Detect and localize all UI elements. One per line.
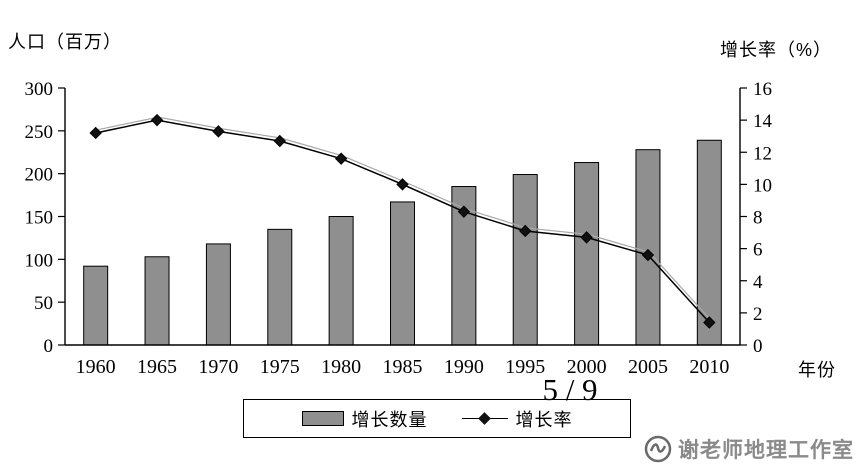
- bar: [205, 243, 231, 346]
- diamond-marker: [89, 126, 102, 140]
- left-tick-label: 300: [25, 79, 54, 100]
- diamond-marker: [641, 248, 655, 262]
- left-axis-title: 人口（百万）: [8, 32, 122, 52]
- right-tick-label: 0: [753, 336, 763, 357]
- diamond-marker: [396, 178, 409, 191]
- left-tick-label: 0: [44, 336, 54, 357]
- bar-swatch-icon: [301, 411, 344, 426]
- right-tick-label: 6: [753, 240, 763, 261]
- x-tick-label: 1975: [260, 356, 300, 378]
- legend-label-line: 增长率: [515, 409, 573, 430]
- x-tick-label: 1965: [137, 356, 177, 378]
- x-tick-label: 2000: [567, 356, 607, 378]
- x-tick-label: 1985: [383, 356, 423, 378]
- right-tick-label: 12: [753, 143, 772, 164]
- bar: [390, 201, 415, 346]
- bar: [83, 265, 109, 346]
- diamond-marker: [457, 205, 471, 218]
- watermark: 谢老师地理工作室: [643, 434, 854, 464]
- watermark-text: 谢老师地理工作室: [678, 439, 854, 462]
- right-tick-label: 4: [753, 272, 763, 293]
- legend-item-line: 增长率: [461, 406, 573, 432]
- right-tick-label: 14: [753, 111, 773, 132]
- left-tick-label: 100: [25, 250, 54, 271]
- bar: [267, 228, 293, 346]
- left-tick-label: 250: [25, 122, 54, 143]
- diamond-marker: [703, 316, 716, 329]
- right-tick-label: 2: [753, 304, 763, 325]
- bar: [574, 162, 600, 346]
- bar: [144, 256, 170, 346]
- page-number: 5 / 9: [542, 372, 598, 407]
- legend-item-bars: 增长数量: [301, 406, 428, 432]
- bar: [512, 174, 538, 346]
- bar: [635, 149, 661, 346]
- right-tick-label: 10: [753, 175, 772, 196]
- x-tick-label: 1970: [198, 356, 238, 378]
- right-axis-title: 增长率（%）: [719, 40, 832, 60]
- diamond-marker: [273, 134, 286, 148]
- diamond-marker: [212, 125, 225, 138]
- bar: [696, 139, 722, 346]
- diamond-marker: [519, 224, 532, 238]
- x-tick-label: 1990: [444, 356, 484, 378]
- left-tick-label: 150: [25, 208, 54, 229]
- right-tick-label: 8: [753, 208, 763, 229]
- x-tick-label: 1960: [76, 356, 116, 378]
- right-tick-label: 16: [753, 79, 772, 100]
- legend: 增长数量 增长率: [243, 399, 631, 438]
- x-tick-label: 2010: [689, 356, 729, 378]
- diamond-marker: [334, 152, 348, 165]
- bar: [328, 216, 354, 346]
- x-tick-label: 1980: [321, 356, 361, 378]
- diamond-marker: [150, 113, 164, 127]
- line-diamond-swatch-icon: [461, 412, 508, 425]
- legend-label-bars: 增长数量: [351, 409, 428, 430]
- x-tick-label: 2005: [628, 356, 668, 378]
- left-tick-label: 200: [25, 165, 54, 186]
- x-axis-title: 年份: [798, 360, 836, 380]
- x-tick-label: 1995: [505, 356, 545, 378]
- watermark-logo-icon: [644, 435, 672, 463]
- diamond-marker: [580, 231, 593, 244]
- left-tick-label: 50: [34, 293, 53, 314]
